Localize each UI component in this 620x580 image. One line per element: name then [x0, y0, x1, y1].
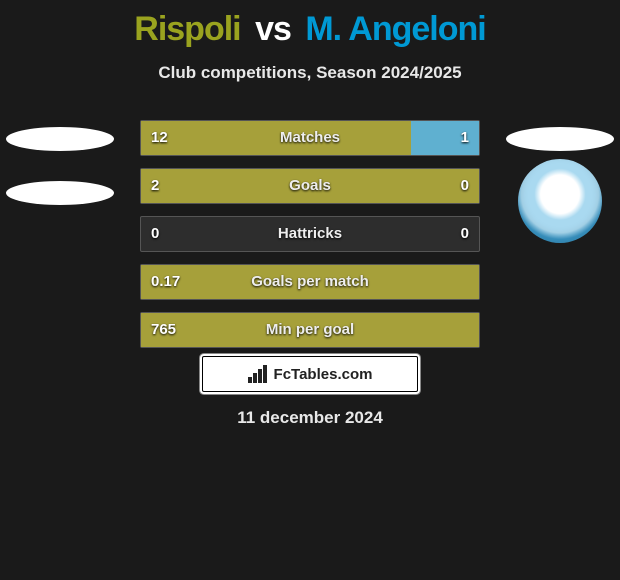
vs-label: vs	[255, 10, 291, 48]
club-crest-icon	[518, 159, 602, 243]
left-value: 0.17	[151, 265, 180, 299]
stat-label: Matches	[141, 121, 479, 155]
left-value: 2	[151, 169, 159, 203]
stats-rows: Matches121Goals20Hattricks00Goals per ma…	[140, 120, 480, 360]
left-value: 765	[151, 313, 176, 347]
left-value: 0	[151, 217, 159, 251]
player1-badge	[5, 170, 115, 215]
stat-row: Matches12 1	[140, 120, 480, 156]
subtitle: Club competitions, Season 2024/2025	[0, 63, 620, 83]
bars-icon	[248, 365, 268, 383]
comparison-card: Rispoli vs M. Angeloni Club competitions…	[0, 0, 620, 580]
stat-label: Goals	[141, 169, 479, 203]
right-value: 0	[461, 217, 469, 251]
stat-label: Min per goal	[141, 313, 479, 347]
left-value: 12	[151, 121, 168, 155]
brand-badge: FcTables.com	[202, 356, 418, 392]
player2-name: M. Angeloni	[305, 10, 485, 48]
title: Rispoli vs M. Angeloni	[0, 0, 620, 49]
stat-row: Goals2 0	[140, 168, 480, 204]
stat-row: Min per goal765	[140, 312, 480, 348]
placeholder-icon	[6, 181, 114, 205]
player1-badge	[5, 116, 115, 161]
date-label: 11 december 2024	[0, 408, 620, 428]
placeholder-icon	[506, 127, 614, 151]
placeholder-icon	[6, 127, 114, 151]
player2-badge	[505, 178, 615, 223]
player1-name: Rispoli	[134, 10, 240, 48]
stat-label: Goals per match	[141, 265, 479, 299]
brand-text: FcTables.com	[274, 366, 373, 383]
right-value: 1	[461, 121, 469, 155]
stat-row: Hattricks0 0	[140, 216, 480, 252]
right-value: 0	[461, 169, 469, 203]
player2-badge	[505, 116, 615, 161]
stat-row: Goals per match0.17	[140, 264, 480, 300]
stat-label: Hattricks	[141, 217, 479, 251]
